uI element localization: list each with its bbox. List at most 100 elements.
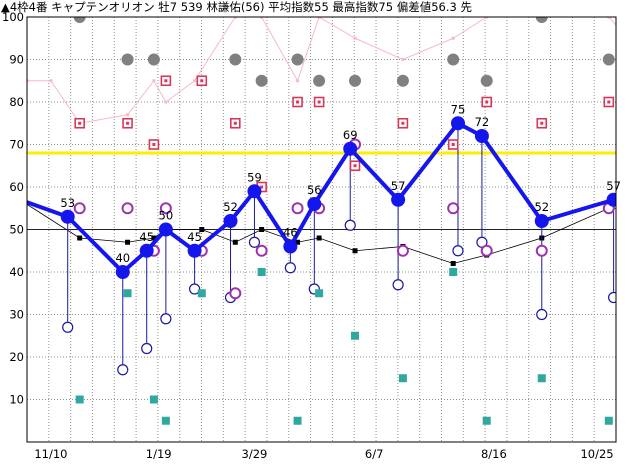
red-square-center [152, 143, 155, 146]
index-series-point [535, 214, 549, 228]
index-series-point [116, 265, 130, 279]
drop-bar-open-circle [285, 263, 295, 273]
black-series-point [233, 240, 238, 245]
gray-circle-marker [229, 54, 241, 66]
index-series-point [159, 223, 173, 237]
pink-series-point [152, 79, 155, 82]
chart-title: ▲4枠4番 キャプテンオリオン 牡7 539 林謙佑(56) 平均指数55 最高… [1, 0, 472, 14]
red-square-center [354, 164, 357, 167]
teal-square-marker [449, 268, 457, 276]
index-value-label: 57 [391, 179, 406, 193]
gray-circle-marker [292, 54, 304, 66]
red-square-center [234, 122, 237, 125]
black-series-point [125, 240, 130, 245]
purple-circle-marker [123, 203, 133, 213]
index-value-label: 57 [606, 179, 621, 193]
red-square-center [200, 79, 203, 82]
purple-circle-marker [75, 203, 85, 213]
purple-circle-marker [230, 288, 240, 298]
gray-circle-marker [481, 75, 493, 87]
purple-circle-marker [293, 203, 303, 213]
red-square-center [78, 122, 81, 125]
y-tick-label: 70 [9, 138, 24, 152]
pink-series-point [164, 101, 167, 104]
index-value-label: 56 [307, 183, 322, 197]
drop-bar-open-circle [249, 237, 259, 247]
index-value-label: 75 [451, 102, 466, 116]
pink-series-point [49, 79, 52, 82]
teal-square-marker [315, 289, 323, 297]
teal-square-marker [258, 268, 266, 276]
teal-square-marker [124, 289, 132, 297]
x-tick-label: 8/16 [481, 447, 507, 460]
index-series-point [391, 193, 405, 207]
y-tick-label: 80 [9, 95, 24, 109]
index-value-label: 59 [247, 170, 262, 184]
x-tick-label: 6/7 [365, 447, 384, 460]
pink-series-point [354, 37, 357, 40]
red-square-center [126, 122, 129, 125]
index-series-point [140, 244, 154, 258]
index-value-label: 72 [475, 115, 490, 129]
index-series-point [475, 129, 489, 143]
purple-circle-marker [537, 246, 547, 256]
teal-square-marker [162, 417, 170, 425]
index-series-point [61, 210, 75, 224]
index-series-point [307, 197, 321, 211]
teal-square-marker [150, 396, 158, 404]
index-value-label: 45 [187, 230, 202, 244]
black-series-point [353, 248, 358, 253]
y-tick-label: 50 [9, 223, 24, 237]
gray-circle-marker [397, 75, 409, 87]
teal-square-marker [483, 417, 491, 425]
purple-circle-marker [482, 246, 492, 256]
red-square-center [607, 101, 610, 104]
x-tick-label: 3/29 [242, 447, 268, 460]
black-series-point [259, 227, 264, 232]
teal-square-marker [76, 396, 84, 404]
y-tick-label: 100 [2, 10, 24, 24]
pink-series-point [193, 79, 196, 82]
purple-circle-marker [448, 203, 458, 213]
pink-series-point [126, 113, 129, 116]
drop-bar-open-circle [161, 314, 171, 324]
gray-circle-marker [349, 75, 361, 87]
index-series-point [343, 142, 357, 156]
y-tick-label: 20 [9, 350, 24, 364]
drop-bar-open-circle [393, 280, 403, 290]
red-square-center [401, 122, 404, 125]
purple-circle-marker [398, 246, 408, 256]
pink-series-point [401, 58, 404, 61]
gray-circle-marker [447, 54, 459, 66]
black-series-point [77, 236, 82, 241]
x-tick-label: 1/19 [146, 447, 172, 460]
drop-bar-open-circle [345, 220, 355, 230]
red-square-center [318, 101, 321, 104]
pink-series-point [296, 79, 299, 82]
teal-square-marker [198, 289, 206, 297]
teal-square-marker [538, 374, 546, 382]
y-tick-label: 10 [9, 393, 24, 407]
index-series-point [188, 244, 202, 258]
index-value-label: 53 [60, 196, 75, 210]
red-square-center [164, 79, 167, 82]
pink-series-point [452, 37, 455, 40]
index-value-label: 50 [159, 209, 174, 223]
index-value-label: 45 [139, 230, 154, 244]
gray-circle-marker [256, 75, 268, 87]
y-tick-label: 90 [9, 53, 24, 67]
drop-bar-open-circle [142, 344, 152, 354]
black-series-point [451, 261, 456, 266]
index-value-label: 40 [115, 251, 130, 265]
red-square-center [485, 101, 488, 104]
y-tick-label: 40 [9, 265, 24, 279]
index-series-point [283, 240, 297, 254]
index-series-point [451, 116, 465, 130]
gray-circle-marker [313, 75, 325, 87]
black-series-point [317, 236, 322, 241]
gray-circle-marker [122, 54, 134, 66]
index-series-point [247, 184, 261, 198]
teal-square-marker [294, 417, 302, 425]
